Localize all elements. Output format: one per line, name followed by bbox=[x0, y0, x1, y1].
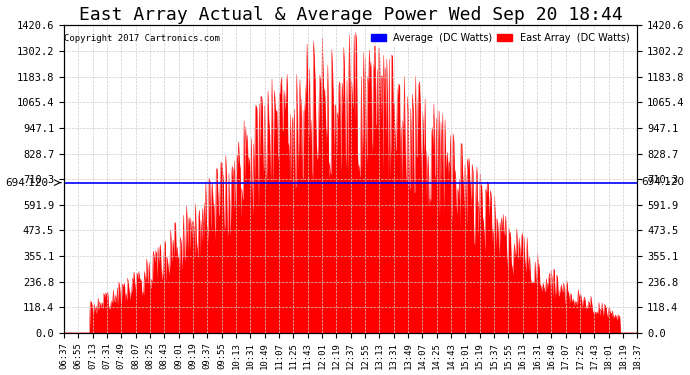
Text: 694.120: 694.120 bbox=[6, 178, 48, 188]
Text: 694.120: 694.120 bbox=[642, 177, 684, 188]
Title: East Array Actual & Average Power Wed Sep 20 18:44: East Array Actual & Average Power Wed Se… bbox=[79, 6, 622, 24]
Legend: Average  (DC Watts), East Array  (DC Watts): Average (DC Watts), East Array (DC Watts… bbox=[368, 30, 632, 46]
Text: Copyright 2017 Cartronics.com: Copyright 2017 Cartronics.com bbox=[64, 34, 220, 44]
